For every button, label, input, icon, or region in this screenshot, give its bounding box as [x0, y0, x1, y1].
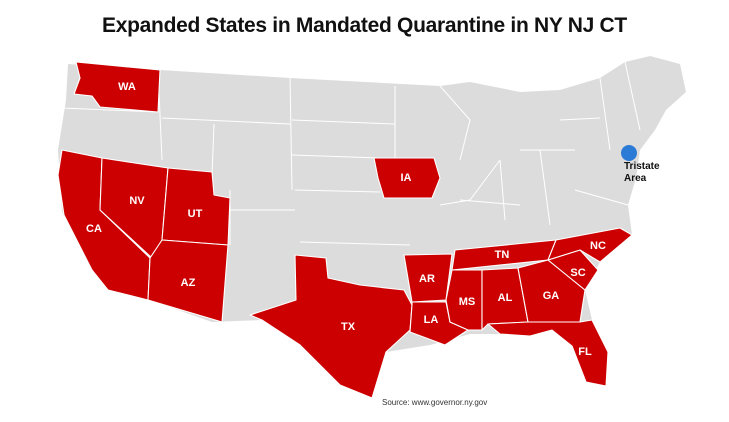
source-note: Source: www.governor.ny.gov — [382, 398, 488, 407]
state-label-tn: TN — [495, 249, 510, 261]
state-label-nc: NC — [590, 240, 606, 252]
state-label-wa: WA — [118, 81, 136, 93]
state-ga — [517, 259, 586, 323]
state-fl — [487, 319, 609, 387]
state-label-ga: GA — [543, 290, 560, 302]
state-label-az: AZ — [181, 277, 196, 289]
state-label-nv: NV — [129, 195, 145, 207]
state-label-la: LA — [424, 314, 439, 326]
state-borders — [61, 61, 641, 246]
state-wa — [73, 61, 161, 113]
state-ia — [373, 157, 441, 199]
state-label-ar: AR — [419, 273, 435, 285]
state-nc — [547, 227, 633, 263]
state-tx — [249, 254, 413, 399]
state-label-ms: MS — [459, 296, 476, 308]
state-label-ut: UT — [188, 208, 203, 220]
state-label-ca: CA — [86, 223, 102, 235]
state-label-fl: FL — [578, 346, 592, 358]
state-label-tx: TX — [341, 321, 356, 333]
tristate-marker — [621, 145, 637, 161]
state-label-ia: IA — [401, 172, 412, 184]
tristate-label-line2: Area — [624, 173, 647, 184]
map-title: Expanded States in Mandated Quarantine i… — [102, 14, 627, 37]
state-label-al: AL — [498, 292, 513, 304]
state-az — [147, 239, 229, 323]
state-label-sc: SC — [570, 267, 585, 279]
tristate-label-line1: Tristate — [624, 161, 660, 172]
